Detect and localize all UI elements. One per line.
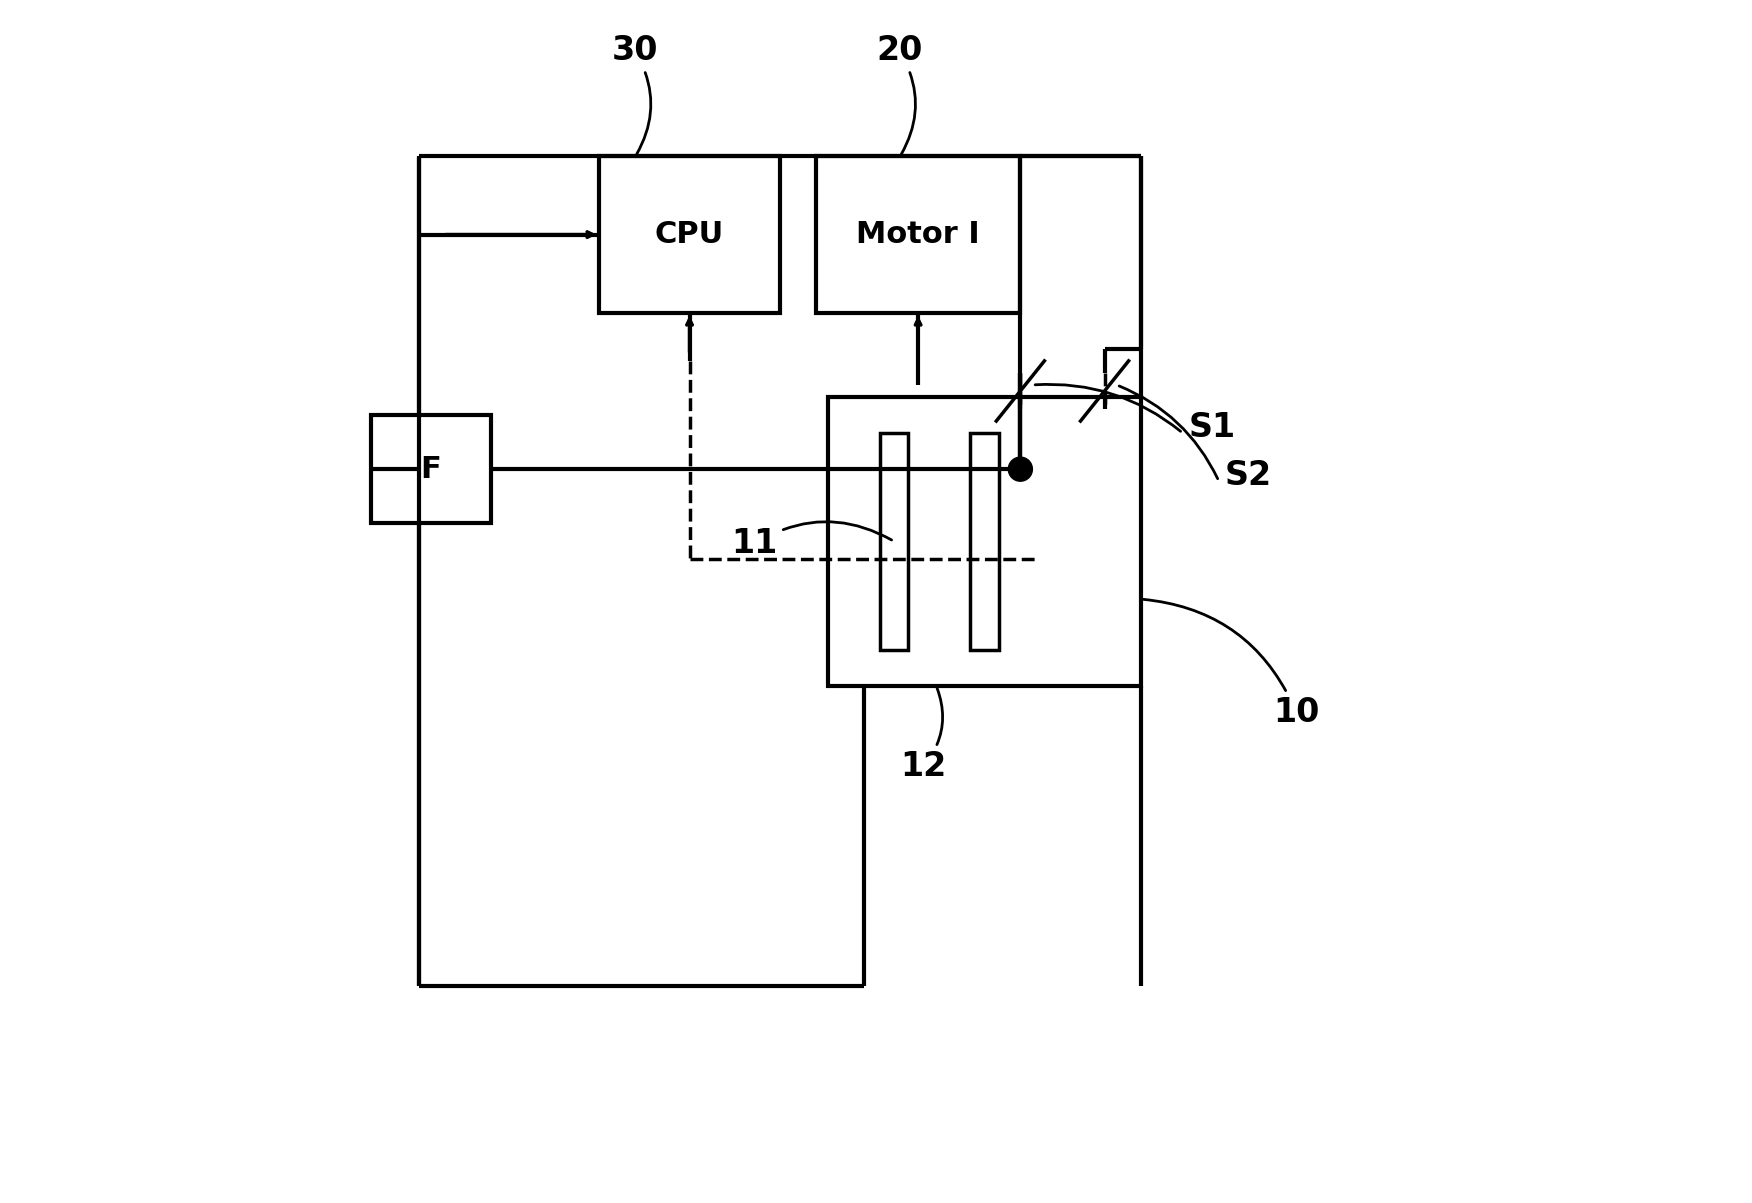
Text: F: F (420, 455, 442, 484)
Bar (880, 433, 909, 650)
Text: 12: 12 (901, 688, 946, 783)
Text: S1: S1 (1190, 410, 1235, 444)
Bar (816, 156, 1020, 313)
Text: 11: 11 (732, 522, 892, 561)
Circle shape (1009, 457, 1032, 481)
Text: CPU: CPU (655, 220, 724, 249)
Bar (371, 415, 491, 523)
Text: S2: S2 (1225, 458, 1272, 492)
Text: Motor I: Motor I (857, 220, 979, 249)
Text: 20: 20 (876, 34, 922, 154)
Bar (971, 433, 999, 650)
Text: 30: 30 (611, 34, 657, 154)
Bar (599, 156, 780, 313)
Text: 10: 10 (1144, 599, 1319, 729)
Bar (829, 397, 1141, 686)
